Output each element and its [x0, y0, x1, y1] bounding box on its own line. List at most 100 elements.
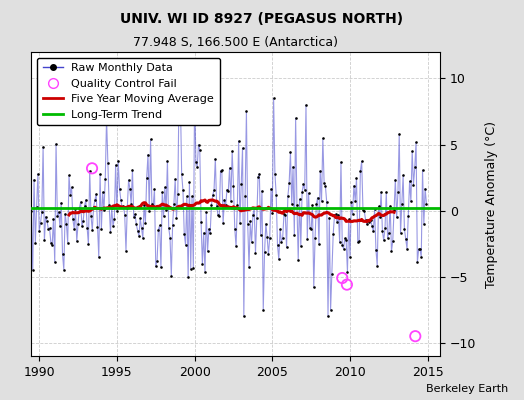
Point	[376, 214, 384, 220]
Text: UNIV. WI ID 8927 (PEGASUS NORTH): UNIV. WI ID 8927 (PEGASUS NORTH)	[121, 12, 403, 26]
Point	[258, 188, 266, 194]
Point	[193, 164, 201, 170]
Point	[245, 264, 253, 270]
Point	[277, 239, 286, 245]
Point	[52, 141, 60, 147]
Point	[298, 189, 307, 195]
Point	[183, 193, 191, 200]
Point	[136, 215, 145, 222]
Point	[408, 148, 417, 155]
Point	[407, 198, 415, 204]
Point	[377, 189, 385, 195]
Point	[46, 225, 54, 232]
Point	[30, 176, 38, 183]
Point	[161, 184, 169, 190]
Point	[95, 254, 103, 260]
Point	[411, 333, 420, 339]
Point	[31, 240, 39, 246]
Point	[28, 266, 37, 273]
Point	[38, 209, 46, 216]
Point	[217, 167, 226, 173]
Point	[156, 222, 164, 229]
Point	[255, 170, 264, 177]
Point	[368, 223, 376, 229]
Point	[195, 147, 204, 154]
Point	[267, 186, 275, 192]
Point	[200, 230, 208, 236]
Point	[180, 231, 189, 237]
Point	[386, 203, 395, 209]
Point	[35, 227, 43, 234]
Point	[236, 220, 244, 226]
Point	[27, 208, 36, 214]
Point	[338, 242, 346, 248]
Point	[396, 230, 405, 236]
Point	[65, 172, 73, 178]
Point	[326, 306, 335, 313]
Point	[40, 237, 49, 244]
Point	[285, 180, 293, 186]
Point	[310, 284, 318, 290]
Point	[282, 244, 291, 250]
Point	[44, 226, 52, 232]
Point	[32, 204, 41, 210]
Point	[25, 186, 33, 192]
Point	[332, 211, 340, 217]
Y-axis label: Temperature Anomaly (°C): Temperature Anomaly (°C)	[485, 120, 498, 288]
Point	[355, 238, 363, 244]
Point	[268, 210, 277, 216]
Point	[79, 217, 88, 224]
Point	[190, 88, 199, 95]
Point	[50, 259, 59, 266]
Point	[239, 313, 248, 320]
Point	[198, 261, 206, 268]
Point	[416, 246, 424, 252]
Point	[260, 249, 269, 256]
Point	[418, 167, 427, 173]
Point	[80, 203, 89, 209]
Point	[290, 232, 299, 238]
Point	[232, 243, 240, 250]
Point	[34, 171, 42, 177]
Point	[307, 226, 315, 232]
Point	[367, 217, 375, 224]
Point	[412, 139, 420, 146]
Point	[370, 206, 379, 213]
Point	[398, 201, 406, 207]
Point	[392, 214, 401, 221]
Point	[304, 190, 313, 196]
Point	[158, 189, 167, 196]
Point	[173, 191, 182, 198]
Point	[66, 191, 74, 198]
Point	[400, 226, 409, 232]
Point	[21, 172, 29, 179]
Point	[61, 210, 69, 217]
Point	[324, 313, 332, 320]
Point	[168, 222, 177, 228]
Point	[297, 243, 305, 249]
Point	[36, 220, 45, 226]
Point	[178, 171, 186, 177]
Point	[53, 213, 61, 220]
Point	[343, 268, 352, 275]
Point	[296, 196, 304, 202]
Point	[129, 214, 138, 220]
Point	[401, 236, 410, 242]
Point	[315, 241, 323, 248]
Point	[364, 217, 373, 223]
Point	[219, 220, 227, 226]
Point	[391, 176, 399, 183]
Point	[137, 225, 146, 232]
Point	[71, 206, 80, 213]
Point	[275, 256, 283, 262]
Point	[238, 145, 247, 151]
Point	[99, 189, 107, 195]
Point	[281, 212, 289, 218]
Point	[91, 197, 99, 203]
Point	[128, 167, 137, 173]
Point	[154, 226, 162, 233]
Point	[84, 241, 93, 247]
Point	[378, 228, 387, 234]
Point	[58, 251, 67, 258]
Point	[85, 168, 94, 174]
